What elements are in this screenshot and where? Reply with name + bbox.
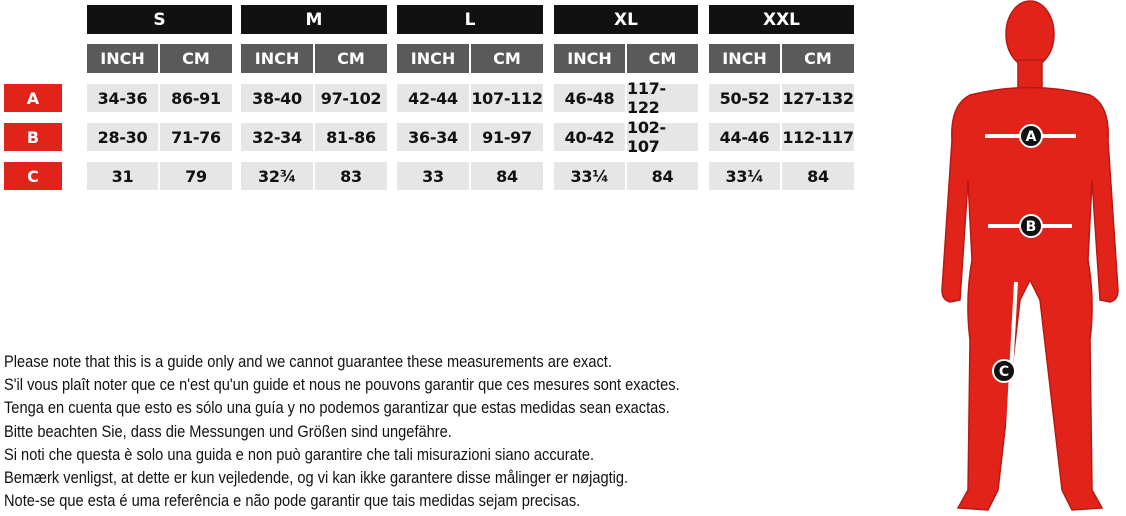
cell-b-xxl-cm: 112-117 [782,123,854,151]
cell-b-l-cm: 91-97 [471,123,543,151]
cell-a-l-inch: 42-44 [397,84,469,112]
cell-c-xxl-inch: 33¼ [709,162,780,190]
marker-b: B [1019,214,1043,238]
marker-c: C [992,359,1016,383]
note-de: Bitte beachten Sie, dass die Messungen u… [4,421,452,441]
cell-a-s-inch: 34-36 [87,84,158,112]
cell-c-l-cm: 84 [471,162,543,190]
cell-b-l-inch: 36-34 [397,123,469,151]
note-fr: S'il vous plaît noter que ce n'est qu'un… [4,375,680,395]
note-es: Tenga en cuenta que esto es sólo una guí… [4,398,670,418]
cell-a-xl-inch: 46-48 [554,84,625,112]
note-en: Please note that this is a guide only an… [4,352,612,371]
row-label-c: C [4,162,62,190]
unit-header-inch: INCH [554,44,625,73]
cell-c-m-inch: 32¾ [241,162,313,190]
size-header-xxl: XXL [709,5,854,34]
cell-a-m-inch: 38-40 [241,84,313,112]
size-header-l: L [397,5,543,34]
size-header-xl: XL [554,5,698,34]
cell-b-m-inch: 32-34 [241,123,313,151]
note-da: Bemærk venligst, at dette er kun vejlede… [4,468,629,488]
marker-a: A [1019,124,1043,148]
cell-a-xl-cm: 117-122 [627,79,698,117]
svg-text:A: A [1026,129,1037,145]
svg-text:C: C [999,364,1009,380]
unit-header-cm: CM [315,44,387,73]
cell-c-m-cm: 83 [315,162,387,190]
cell-b-xl-cm: 102-107 [627,118,698,156]
row-label-b: B [4,123,62,151]
cell-a-xxl-cm: 127-132 [782,84,854,112]
size-header-m: M [241,5,387,34]
cell-b-s-cm: 71-76 [160,123,232,151]
disclaimer-notes: Please note that this is a guide only an… [4,350,680,512]
cell-b-xxl-inch: 44-46 [709,123,780,151]
note-pt: Note-se que esta é uma referência e não … [4,491,581,511]
body-measurement-figure: A B C [941,0,1119,511]
cell-c-s-cm: 79 [160,162,232,190]
cell-b-s-inch: 28-30 [87,123,158,151]
unit-header-cm: CM [160,44,232,73]
row-label-a: A [4,84,62,112]
cell-c-xl-inch: 33¼ [554,162,625,190]
cell-b-xl-inch: 40-42 [554,123,625,151]
unit-header-inch: INCH [397,44,469,73]
cell-a-m-cm: 97-102 [315,84,387,112]
cell-a-xxl-inch: 50-52 [709,84,780,112]
cell-a-s-cm: 86-91 [160,84,232,112]
cell-c-s-inch: 31 [87,162,158,190]
cell-c-xxl-cm: 84 [782,162,854,190]
unit-header-cm: CM [782,44,854,73]
cell-c-l-inch: 33 [397,162,469,190]
unit-header-cm: CM [627,44,698,73]
note-it: Si noti che questa è solo una guida e no… [4,444,595,464]
unit-header-inch: INCH [241,44,313,73]
unit-header-inch: INCH [87,44,158,73]
size-header-s: S [87,5,232,34]
cell-a-l-cm: 107-112 [471,84,543,112]
unit-header-inch: INCH [709,44,780,73]
svg-text:B: B [1026,219,1037,235]
cell-b-m-cm: 81-86 [315,123,387,151]
cell-c-xl-cm: 84 [627,162,698,190]
unit-header-cm: CM [471,44,543,73]
